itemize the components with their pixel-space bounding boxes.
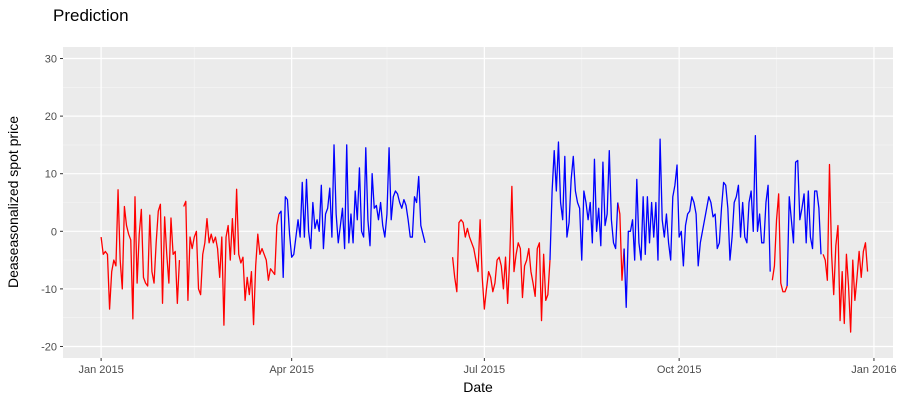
series-2-line bbox=[786, 159, 822, 287]
y-tick-label: 20 bbox=[45, 111, 57, 123]
series-2-line bbox=[278, 144, 426, 279]
series-1-line bbox=[451, 185, 551, 322]
series-1-line bbox=[822, 163, 869, 333]
x-tick-label: Oct 2015 bbox=[657, 364, 702, 376]
series-1-line bbox=[617, 202, 625, 281]
series-1-line bbox=[183, 188, 280, 326]
y-tick-label: 10 bbox=[45, 169, 57, 181]
series-1-line bbox=[100, 189, 181, 320]
y-tick-label: 30 bbox=[45, 54, 57, 66]
x-tick-label: Jan 2016 bbox=[851, 364, 896, 376]
x-tick-label: Jul 2015 bbox=[464, 364, 506, 376]
series-2-line bbox=[549, 141, 619, 261]
y-tick-label: -20 bbox=[41, 341, 57, 353]
series-1-line bbox=[771, 193, 788, 293]
grid-lines bbox=[63, 47, 893, 358]
series-2-line bbox=[623, 135, 771, 308]
x-tick-label: Apr 2015 bbox=[269, 364, 314, 376]
series-lines bbox=[100, 135, 869, 333]
axes: -20 -10 0 10 20 30 Jan 2015 Apr 2015 Jul 2015 Oct… bbox=[41, 54, 896, 376]
y-tick-label: 0 bbox=[51, 226, 57, 238]
x-axis-title: Date bbox=[463, 379, 493, 395]
y-tick-label: -10 bbox=[41, 284, 57, 296]
y-axis-title: Deaseasonalized spot price bbox=[5, 116, 21, 288]
chart-title: Prediction bbox=[53, 6, 129, 25]
x-tick-label: Jan 2015 bbox=[78, 364, 123, 376]
